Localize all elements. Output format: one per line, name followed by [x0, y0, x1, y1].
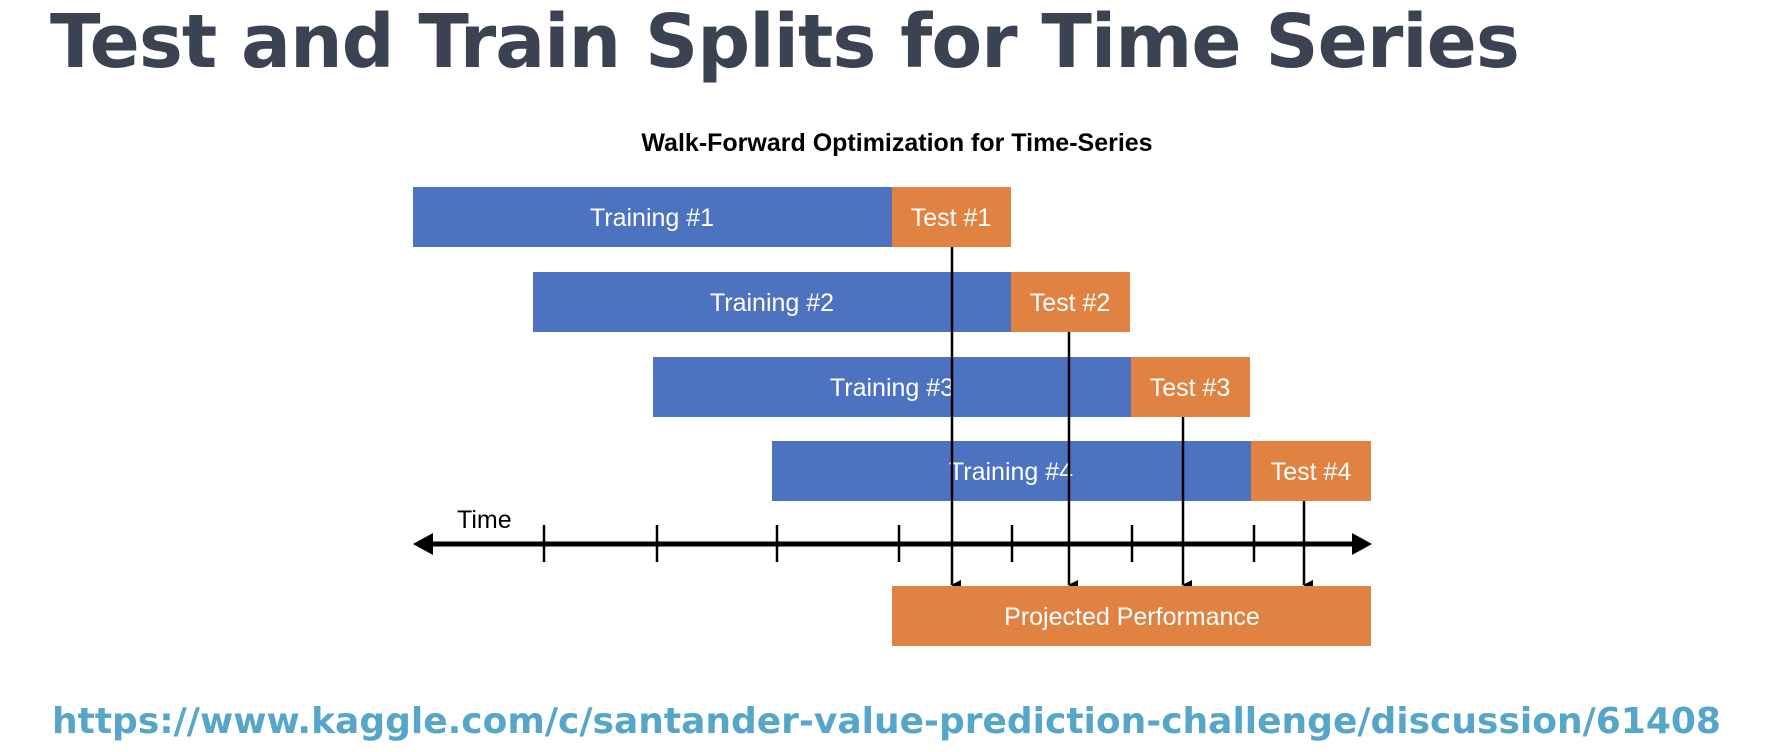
training-label-4: Training #4 — [949, 458, 1073, 486]
training-bar-2 — [533, 272, 1011, 332]
training-bar-4 — [772, 441, 1251, 501]
test-bar-2 — [1011, 272, 1130, 332]
training-bar-3 — [653, 357, 1131, 417]
time-axis-left-arrow — [413, 533, 433, 555]
test-bar-1 — [892, 187, 1011, 247]
test-label-1: Test #1 — [911, 204, 992, 232]
test-bar-4 — [1251, 441, 1371, 501]
test-label-2: Test #2 — [1030, 289, 1111, 317]
projected-performance-label: Projected Performance — [1004, 603, 1260, 631]
test-bar-3 — [1131, 357, 1250, 417]
test-label-3: Test #3 — [1150, 374, 1231, 402]
time-axis-right-arrow — [1352, 533, 1372, 555]
training-label-1: Training #1 — [590, 204, 714, 232]
diagram-title: Walk-Forward Optimization for Time-Serie… — [641, 129, 1152, 157]
training-label-2: Training #2 — [710, 289, 834, 317]
source-link[interactable]: https://www.kaggle.com/c/santander-value… — [52, 701, 1721, 742]
projected-performance-bar — [892, 586, 1371, 646]
test-label-4: Test #4 — [1271, 458, 1352, 486]
time-axis-label: Time — [457, 506, 512, 534]
slide-title: Test and Train Splits for Time Series — [50, 0, 1520, 85]
training-label-3: Training #3 — [830, 374, 954, 402]
training-bar-1 — [413, 187, 892, 247]
